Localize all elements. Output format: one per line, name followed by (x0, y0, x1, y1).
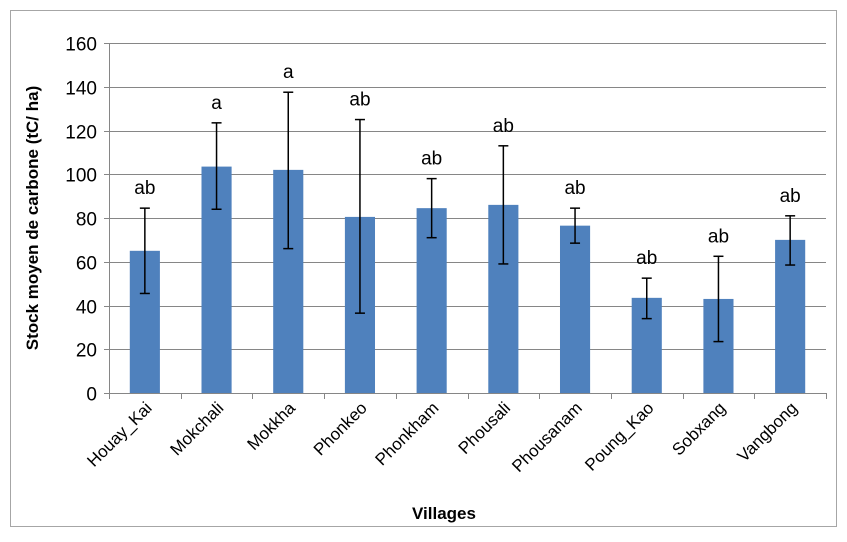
error-bars (139, 91, 796, 343)
y-tick-label: 100 (65, 166, 97, 187)
y-tick-label: 20 (76, 341, 97, 362)
significance-label: ab (134, 178, 155, 199)
significance-label: a (283, 62, 294, 83)
y-tick-label: 140 (65, 79, 97, 100)
y-axis: 0 20 40 60 80 100 120 140 160 (65, 35, 110, 406)
significance-label: ab (493, 116, 514, 137)
significance-label: ab (636, 248, 657, 269)
significance-label: ab (708, 226, 729, 247)
y-tick-label: 0 (86, 385, 97, 406)
y-tick-label: 120 (65, 123, 97, 144)
significance-labels: ab a a ab ab ab ab ab ab ab (134, 62, 800, 269)
bar (559, 225, 591, 393)
x-axis-title: Villages (412, 504, 476, 523)
y-axis-title: Stock moyen de carbone (tC/ ha) (23, 86, 42, 351)
significance-label: a (211, 93, 222, 114)
significance-label: ab (421, 149, 442, 170)
y-tick-label: 60 (76, 254, 97, 275)
y-tick-label: 160 (65, 35, 97, 56)
bar (416, 208, 447, 393)
y-tick-label: 80 (76, 210, 97, 231)
significance-label: ab (780, 186, 801, 207)
significance-label: ab (564, 178, 585, 199)
significance-label: ab (349, 90, 370, 111)
y-tick-label: 40 (76, 298, 97, 319)
